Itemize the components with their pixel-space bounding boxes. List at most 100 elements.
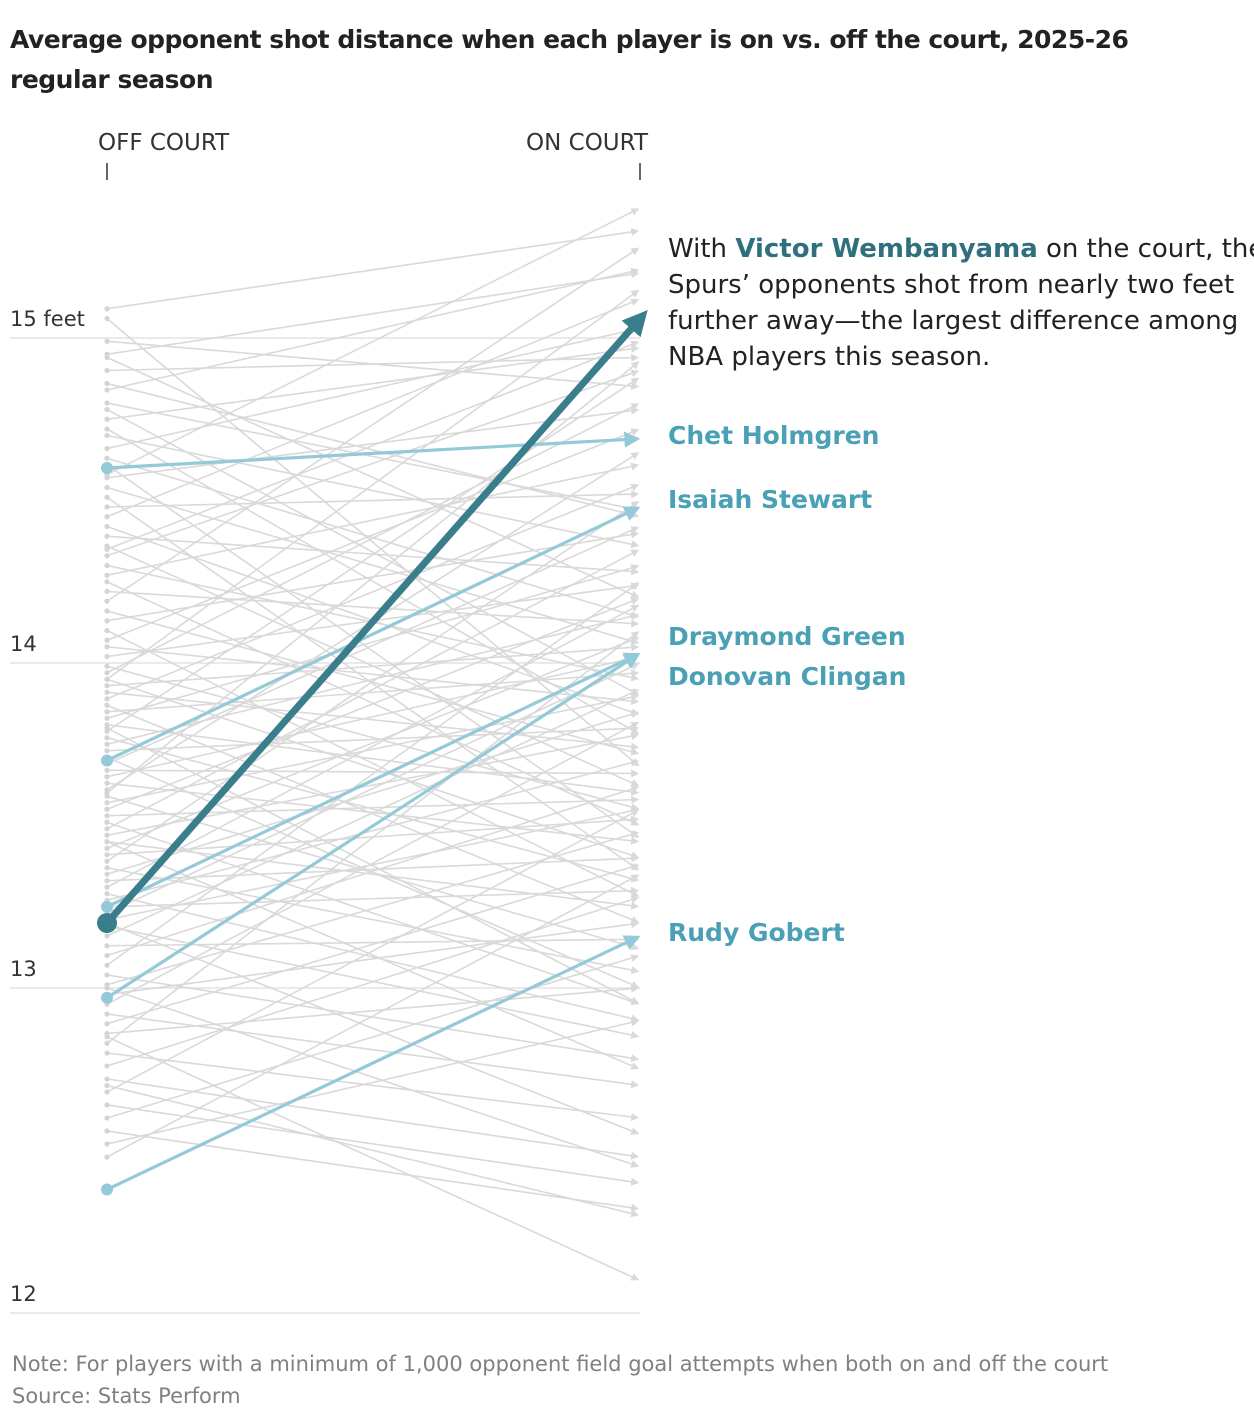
player-slope-line — [106, 530, 640, 622]
focus-off-dot — [97, 913, 117, 933]
player-off-dot — [104, 523, 110, 530]
player-off-dot — [104, 494, 110, 500]
player-off-dot — [104, 962, 110, 968]
player-slope-line — [106, 545, 640, 787]
player-slope-line — [106, 457, 640, 619]
player-slope-line — [106, 636, 640, 849]
highlighted-players — [101, 431, 641, 1196]
chart-title: Average opponent shot distance when each… — [10, 25, 1129, 94]
player-off-dot — [104, 780, 110, 786]
player-off-dot — [104, 1011, 110, 1017]
player-off-dot — [104, 878, 110, 884]
player-slope-line — [106, 727, 640, 1004]
player-off-dot — [104, 826, 110, 832]
player-off-dot — [104, 637, 110, 643]
player-slope-line — [106, 1084, 640, 1218]
player-slope-line — [106, 382, 640, 519]
player-off-dot — [104, 774, 110, 780]
player-off-dot — [104, 1040, 110, 1046]
player-slope-line — [106, 462, 640, 577]
player-off-dot — [104, 839, 110, 845]
player-slope-line — [106, 582, 640, 966]
player-off-dot — [104, 553, 110, 559]
player-slope-line — [106, 377, 640, 732]
player-label: Donovan Clingan — [668, 662, 906, 691]
player-slope-line — [106, 340, 640, 550]
player-slope-line — [106, 208, 640, 476]
player-slope-line — [106, 403, 640, 674]
player-off-dot — [104, 1102, 110, 1108]
player-label: Draymond Green — [668, 622, 906, 651]
player-off-dot — [104, 432, 110, 439]
player-slope-line — [106, 678, 640, 859]
player-off-dot — [104, 588, 110, 595]
player-off-dot — [104, 1050, 110, 1056]
player-slope-line — [106, 841, 640, 1070]
player-off-dot — [104, 514, 110, 520]
player-off-dot — [104, 933, 110, 939]
player-slope-line — [106, 356, 640, 599]
player-off-dot — [104, 367, 110, 374]
player-off-dot — [104, 618, 110, 624]
player-off-dot — [104, 579, 110, 585]
y-tick-label: 15 feet — [10, 307, 85, 331]
player-slope-line — [106, 895, 640, 1067]
player-slope-line — [106, 782, 640, 845]
player-off-dot — [104, 598, 110, 604]
player-slope-line — [106, 758, 640, 902]
player-off-dot — [104, 380, 110, 387]
player-slope-line — [106, 247, 640, 602]
player-slope-line — [106, 815, 640, 856]
highlight-off-dot — [101, 1183, 113, 1196]
annotation-line-3: further away—the largest difference amon… — [668, 306, 1238, 336]
player-slope-line — [106, 785, 640, 957]
player-off-dot — [104, 689, 110, 695]
player-off-dot — [104, 338, 110, 344]
annotation-player-name: Victor Wembanyama — [735, 234, 1037, 264]
player-off-dot — [104, 832, 110, 838]
player-off-dot — [104, 1063, 110, 1069]
player-slope-line — [106, 691, 640, 751]
y-tick-label: 12 — [10, 1282, 37, 1306]
player-label: Chet Holmgren — [668, 421, 879, 450]
player-slope-line — [106, 270, 640, 356]
chart-footer: Note: For players with a minimum of 1,00… — [12, 1348, 1108, 1412]
player-off-dot — [104, 790, 110, 796]
player-off-dot — [104, 767, 110, 773]
player-slope-line — [106, 267, 640, 391]
player-off-dot — [104, 1089, 110, 1095]
player-slope-line — [106, 629, 640, 897]
highlight-slope-line — [106, 506, 641, 762]
player-slope-line — [106, 464, 640, 839]
highlight-slope-line — [106, 653, 641, 1000]
player-slope-line — [106, 402, 640, 513]
player-off-dot — [104, 972, 110, 978]
player-off-dot — [104, 741, 110, 747]
slope-chart: 15 feet 14 13 12 OFF COURT ON COURT Chet Ho… — [10, 130, 1254, 1314]
player-off-dot — [104, 400, 110, 406]
player-off-dot — [104, 1115, 110, 1121]
player-slope-line — [106, 500, 640, 862]
player-slope-line — [106, 496, 640, 871]
player-off-dot — [104, 455, 110, 461]
player-off-dot — [104, 351, 110, 357]
column-axes: OFF COURT ON COURT — [98, 130, 649, 180]
player-slope-line — [106, 408, 640, 696]
column-label-off-court: OFF COURT — [98, 130, 230, 156]
player-slope-line — [106, 483, 640, 700]
player-slope-line — [106, 654, 640, 778]
player-off-dot — [104, 406, 110, 413]
highlight-off-dot — [101, 991, 113, 1004]
highlight-off-dot — [101, 462, 113, 474]
player-off-dot — [104, 416, 110, 422]
player-off-dot — [104, 943, 110, 949]
player-off-dot — [104, 663, 110, 669]
player-slope-line — [106, 984, 640, 1035]
player-label: Rudy Gobert — [668, 918, 845, 947]
player-slope-line — [106, 736, 640, 883]
focus-slope-line — [104, 310, 648, 926]
y-tick-label: 13 — [10, 957, 37, 981]
player-off-dot — [104, 533, 110, 539]
player-slope-line — [106, 298, 640, 518]
player-slope-line — [106, 590, 640, 628]
